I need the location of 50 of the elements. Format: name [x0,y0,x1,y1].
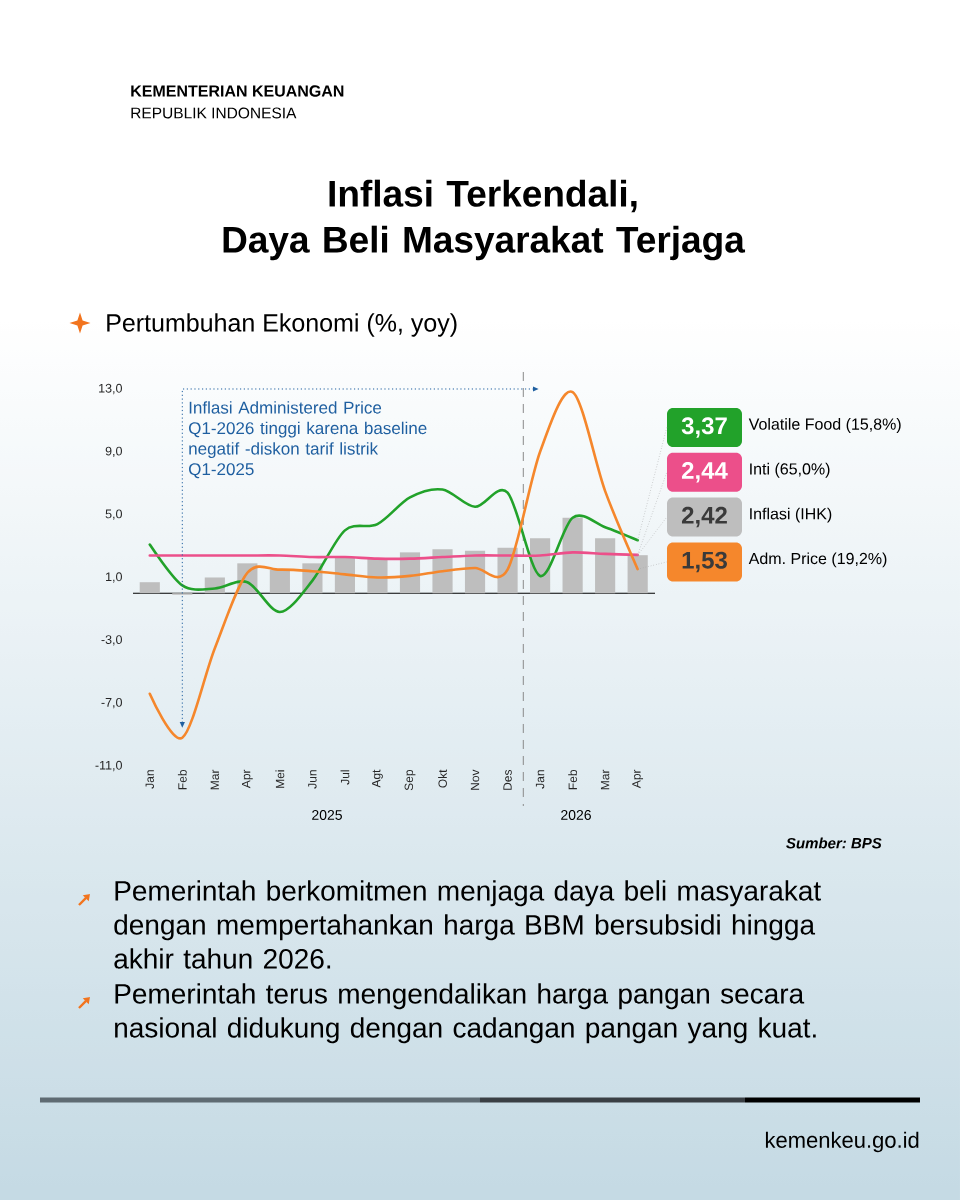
x-tick-label: Jan [145,770,154,789]
x-tick-label: Des [503,769,512,790]
text: Pemerintah terus mengendalikan harga pangan secara nasional didukung dengan cadangan pangan yang kuat. [115,983,816,1044]
y-tick-label: 1,0 [106,572,122,583]
x-tick-label: Mei [275,770,285,788]
y-tick-label: 5,0 [105,509,122,520]
text: Pemerintah berkomitmen menjaga daya beli masyarakat dengan mempertahankan harga BBM bersubsidi hingga akhir tahun 2026. [114,880,821,969]
x-tick-label: Jan [535,770,545,789]
x-tick-label: Apr [241,769,253,789]
line-series [148,487,639,614]
bar [139,582,160,594]
x-tick-label: Agt [372,769,383,788]
y-tick-label: -11,0 [95,760,122,772]
text: KEMENTERIAN KEUANGAN [131,85,344,97]
x-tick-label: Sep [404,770,416,791]
line-series [148,390,639,740]
text: 2026 [561,810,591,820]
data-label: 2,44 [681,462,728,483]
x-tick-label: Feb [568,770,578,790]
bar [562,517,583,594]
text: 2025 [312,810,342,820]
text: Inflasi (IHK) [750,507,832,523]
y-tick-label: -7,0 [101,697,122,709]
x-tick-label: Mar [600,769,610,790]
text: Volatile Food (15,8%) [748,418,901,433]
x-tick-label: Okt [438,769,447,788]
x-tick-label: Mar [210,769,220,790]
x-tick-label: Jul [340,770,350,785]
annotation: Inflasi Administered Price Q1-2026 tinggi karena baseline negatif -diskon tarif listrik Q1-2025 [189,401,427,479]
chart-title: Inflasi Terkendali, Daya Beli Masyarakat Terjaga [223,179,746,261]
line-series [148,551,639,561]
chart-subtitle: Pertumbuhan Ekonomi (%, yoy) [107,313,457,337]
x-tick-label: Nov [470,769,480,790]
bar [269,569,290,594]
text: Adm. Price (19,2%) [748,552,887,568]
y-tick-label: 9,0 [105,446,122,457]
text: Inti (65,0%) [750,462,830,478]
bar [627,555,648,594]
x-tick-label: Feb [177,770,187,790]
x-tick-label: Jun [308,770,317,789]
text: Sumber: BPS [786,837,882,849]
text: kemenkeu.go.id [765,1131,919,1153]
data-label: 1,53 [682,551,727,573]
text: REPUBLIK INDONESIA [131,107,297,119]
data-label: 3,37 [681,417,727,438]
y-tick-label: 13,0 [99,383,122,395]
x-tick-label: Apr [632,769,644,789]
y-tick-label: -3,0 [101,635,122,646]
data-label: 2,42 [681,506,727,528]
bar [595,538,616,594]
